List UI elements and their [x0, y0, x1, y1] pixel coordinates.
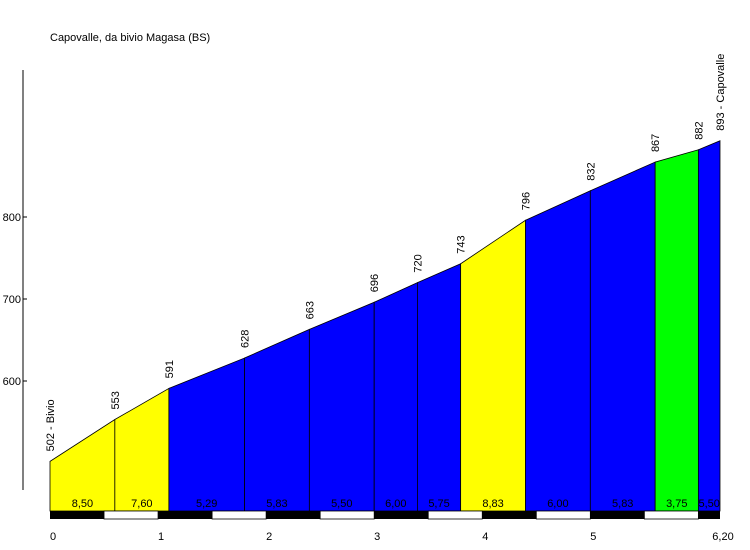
x-tick-label: 5 — [590, 531, 596, 543]
elevation-label: 867 — [650, 134, 662, 152]
profile-segment — [168, 357, 245, 512]
scale-bar-segment — [50, 511, 105, 519]
gradient-label: 8,83 — [482, 498, 503, 510]
elevation-label: 502 - Bivio — [45, 399, 57, 451]
profile-segment — [373, 281, 418, 512]
x-tick-label: 0 — [50, 531, 56, 543]
scale-bar-segment — [319, 510, 375, 520]
profile-segment — [525, 190, 591, 512]
elevation-label: 696 — [369, 274, 381, 292]
scale-bar-segment — [374, 511, 429, 519]
profile-segment — [589, 161, 656, 512]
profile-segment — [244, 328, 310, 512]
elevation-label: 628 — [240, 330, 252, 348]
gradient-label: 5,83 — [612, 498, 633, 510]
gradient-label: 6,00 — [385, 498, 406, 510]
profile-segment — [460, 219, 526, 512]
scale-bar-segment — [211, 510, 267, 520]
profile-segment — [114, 387, 170, 512]
gradient-label: 5,83 — [266, 498, 287, 510]
profile-segment — [654, 149, 699, 512]
x-tick-label: 1 — [158, 531, 164, 543]
profile-segment — [417, 263, 462, 512]
x-tick-label: 6,20 — [712, 531, 733, 543]
scale-bar-segment — [482, 511, 537, 519]
elevation-label: 720 — [412, 254, 424, 272]
scale-bar-segment — [427, 510, 483, 520]
scale-bar-segment — [643, 510, 699, 520]
gradient-label: 3,75 — [666, 498, 687, 510]
gradient-label: 5,29 — [196, 498, 217, 510]
profile-segment — [308, 301, 375, 512]
elevation-label: 832 — [585, 162, 597, 180]
elevation-label: 796 — [520, 192, 532, 210]
gradient-label: 8,50 — [72, 498, 93, 510]
x-tick-label: 3 — [374, 531, 380, 543]
elevation-label: 882 — [693, 121, 705, 139]
profile-segment — [697, 140, 721, 512]
gradient-label: 5,75 — [428, 498, 449, 510]
y-tick-label: 600 — [3, 376, 21, 388]
chart-title: Capovalle, da bivio Magasa (BS) — [50, 32, 210, 44]
scale-bar-segment — [535, 510, 591, 520]
elevation-label: 591 — [164, 360, 176, 378]
y-tick-label: 800 — [3, 212, 21, 224]
x-tick-label: 4 — [482, 531, 488, 543]
scale-bar-segment — [698, 511, 720, 519]
scale-bar-segment — [590, 511, 645, 519]
elevation-label: 553 — [110, 391, 122, 409]
elevation-label: 743 — [456, 235, 468, 253]
elevation-label: 893 - Capovalle — [715, 54, 727, 131]
gradient-label: 5,50 — [331, 498, 352, 510]
y-tick-label: 700 — [3, 294, 21, 306]
gradient-label: 6,00 — [547, 498, 568, 510]
gradient-label: 5,50 — [698, 498, 719, 510]
gradient-label: 7,60 — [131, 498, 152, 510]
scale-bar-segment — [158, 511, 213, 519]
x-tick-label: 2 — [266, 531, 272, 543]
elevation-label: 663 — [304, 301, 316, 319]
scale-bar-segment — [103, 510, 159, 520]
scale-bar-segment — [266, 511, 321, 519]
